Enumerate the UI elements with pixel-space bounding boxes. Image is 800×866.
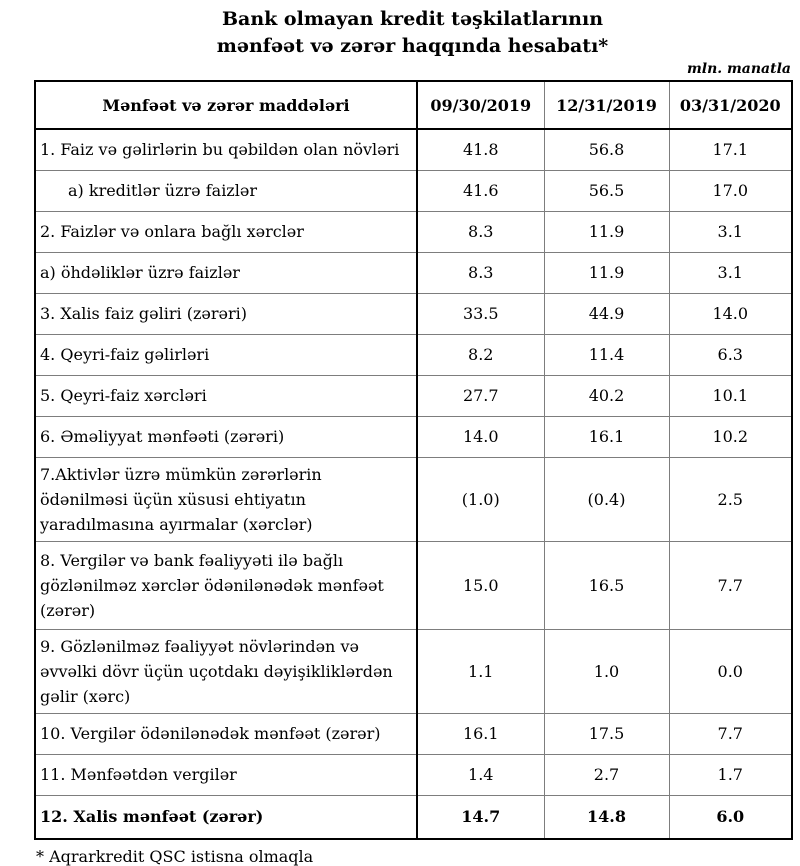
row-label: 9. Gözlənilməz fəaliyyət növlərindən və … [34,628,418,714]
row-value: 56.8 [543,128,670,171]
row-value: 41.8 [416,128,545,171]
row-value: 17.5 [543,712,670,755]
row-value: 8.3 [416,251,545,294]
row-value: 16.1 [543,415,670,458]
row-value: (1.0) [416,456,545,542]
page-title-line1: Bank olmayan kredit təşkilatlarının [221,8,604,30]
row-label: 3. Xalis faiz gəliri (zərəri) [34,292,418,335]
table-row: a) kreditlər üzrə faizlər 41.6 56.5 17.0 [34,169,793,212]
table-row: 9. Gözlənilməz fəaliyyət növlərindən və … [34,628,793,714]
table-row: 6. Əməliyyat mənfəəti (zərəri) 14.0 16.1 10… [34,415,793,458]
row-label: 12. Xalis mənfəət (zərər) [34,794,418,840]
row-value: 11.4 [543,333,670,376]
row-value: 11.9 [543,210,670,253]
header-date-1: 09/30/2019 [416,80,545,130]
page-title: Bank olmayan kredit təşkilatlarının mənf… [34,6,791,60]
report-page: Bank olmayan kredit təşkilatlarının mənf… [34,6,793,866]
table-row: 5. Qeyri-faiz xərcləri 27.7 40.2 10.1 [34,374,793,417]
table-row: 4. Qeyri-faiz gəlirləri 8.2 11.4 6.3 [34,333,793,376]
row-value: 14.0 [668,292,793,335]
row-value: 16.1 [416,712,545,755]
row-value: 44.9 [543,292,670,335]
row-value: 17.1 [668,128,793,171]
header-items-label: Mənfəət və zərər maddələri [34,80,418,130]
row-value: 14.0 [416,415,545,458]
table-row: 8. Vergilər və bank fəaliyyəti ilə bağlı… [34,540,793,630]
row-value: (0.4) [543,456,670,542]
row-value: 2.7 [543,753,670,796]
row-value: 16.5 [543,540,670,630]
row-value: 3.1 [668,210,793,253]
row-value: 11.9 [543,251,670,294]
row-value: 1.7 [668,753,793,796]
row-label: 11. Mənfəətdən vergilər [34,753,418,796]
unit-note: mln. manatla [686,61,791,77]
row-value: 6.0 [668,794,793,840]
row-value: 10.2 [668,415,793,458]
header-date-3: 03/31/2020 [668,80,793,130]
row-value: 14.8 [543,794,670,840]
table-row: 3. Xalis faiz gəliri (zərəri) 33.5 44.9 14.… [34,292,793,335]
row-value: 1.4 [416,753,545,796]
row-value: 41.6 [416,169,545,212]
row-value: 56.5 [543,169,670,212]
footnote: * Aqrarkredit QSC istisna olmaqla [36,847,314,866]
row-label: 4. Qeyri-faiz gəlirləri [34,333,418,376]
table-row: 1. Faiz və gəlirlərin bu qəbildən olan n… [34,128,793,171]
table-row: 7.Aktivlər üzrə mümkün zərərlərin ödənil… [34,456,793,542]
row-label: a) öhdəliklər üzrə faizlər [34,251,418,294]
row-value: 14.7 [416,794,545,840]
row-value: 8.2 [416,333,545,376]
row-label: a) kreditlər üzrə faizlər [34,169,418,212]
profit-loss-table: Mənfəət və zərər maddələri 09/30/2019 12… [34,80,793,840]
table-row: 10. Vergilər ödənilənədək mənfəət (zərər… [34,712,793,755]
row-label: 7.Aktivlər üzrə mümkün zərərlərin ödənil… [34,456,418,542]
table-row: a) öhdəliklər üzrə faizlər 8.3 11.9 3.1 [34,251,793,294]
table-row: 11. Mənfəətdən vergilər 1.4 2.7 1.7 [34,753,793,796]
row-value: 27.7 [416,374,545,417]
row-value: 17.0 [668,169,793,212]
page-title-line2: mənfəət və zərər haqqında hesabatı* [216,35,609,57]
header-date-2: 12/31/2019 [543,80,670,130]
row-value: 2.5 [668,456,793,542]
row-value: 7.7 [668,712,793,755]
row-label: 1. Faiz və gəlirlərin bu qəbildən olan n… [34,128,418,171]
table-row: 2. Faizlər və onlara bağlı xərclər 8.3 11.… [34,210,793,253]
row-value: 8.3 [416,210,545,253]
row-label: 2. Faizlər və onlara bağlı xərclər [34,210,418,253]
row-label: 8. Vergilər və bank fəaliyyəti ilə bağlı… [34,540,418,630]
table-body: 1. Faiz və gəlirlərin bu qəbildən olan n… [34,128,793,840]
row-value: 7.7 [668,540,793,630]
row-value: 0.0 [668,628,793,714]
row-value: 15.0 [416,540,545,630]
row-label: 6. Əməliyyat mənfəəti (zərəri) [34,415,418,458]
row-value: 40.2 [543,374,670,417]
row-value: 6.3 [668,333,793,376]
row-label: 10. Vergilər ödənilənədək mənfəət (zərər… [34,712,418,755]
table-row: 12. Xalis mənfəət (zərər) 14.7 14.8 6.0 [34,794,793,840]
row-value: 1.0 [543,628,670,714]
table-header-row: Mənfəət və zərər maddələri 09/30/2019 12… [34,80,793,130]
row-value: 33.5 [416,292,545,335]
row-value: 1.1 [416,628,545,714]
row-value: 3.1 [668,251,793,294]
row-value: 10.1 [668,374,793,417]
row-label: 5. Qeyri-faiz xərcləri [34,374,418,417]
